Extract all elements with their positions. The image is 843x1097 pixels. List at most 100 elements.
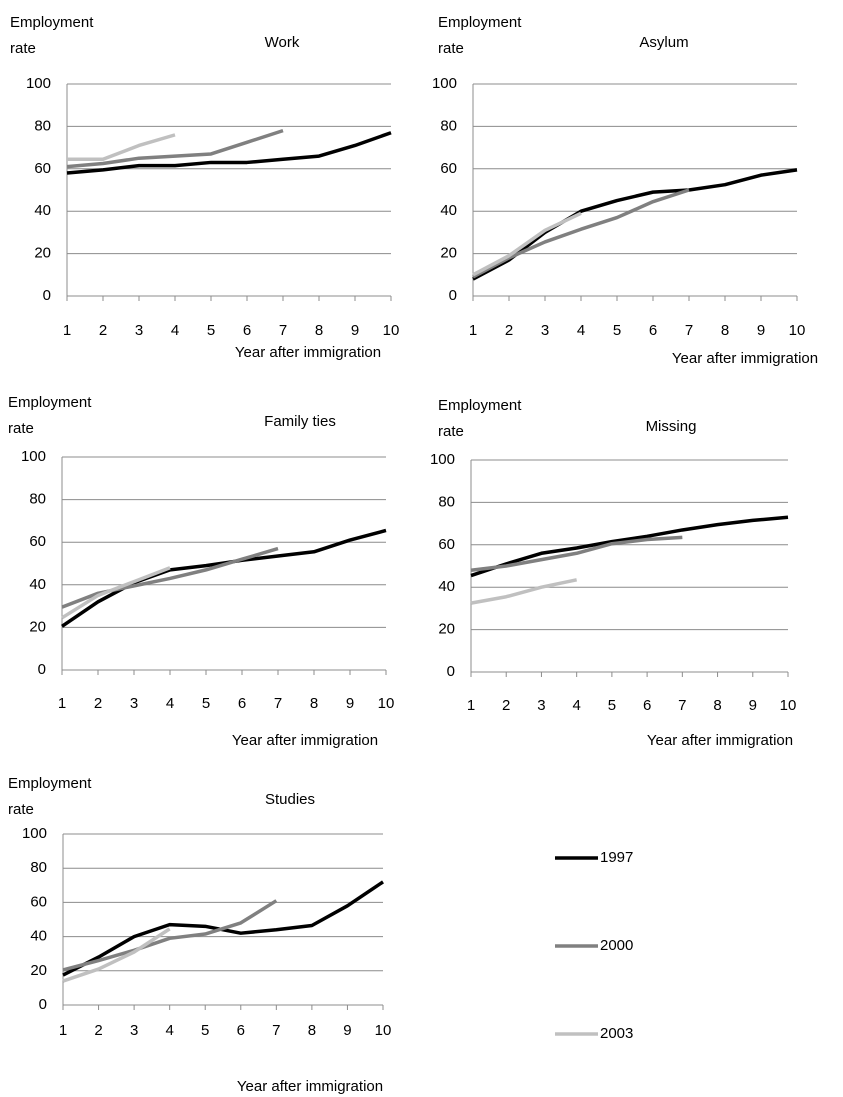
x-tick-label: 10	[789, 322, 806, 339]
x-tick-label: 5	[613, 322, 621, 339]
legend-label: 2003	[600, 1025, 633, 1042]
series-line	[470, 578, 578, 605]
y-tick-label: 20	[29, 618, 46, 635]
x-tick-label: 6	[237, 1022, 245, 1039]
x-tick-label: 4	[171, 322, 179, 339]
x-axis-label: Year after immigration	[232, 732, 378, 749]
x-tick-label: 10	[780, 697, 797, 714]
y-tick-label: 100	[430, 451, 455, 468]
x-tick-label: 6	[643, 697, 651, 714]
x-tick-label: 2	[99, 322, 107, 339]
y-tick-label: 60	[29, 533, 46, 550]
x-tick-label: 6	[243, 322, 251, 339]
chart-title: Family ties	[264, 413, 336, 430]
x-tick-label: 3	[537, 697, 545, 714]
x-axis-label: Year after immigration	[672, 350, 818, 367]
series-line	[61, 528, 387, 628]
x-tick-label: 5	[201, 1022, 209, 1039]
x-tick-label: 3	[130, 1022, 138, 1039]
y-tick-label: 80	[34, 117, 51, 134]
chart-title: Missing	[646, 418, 697, 435]
x-tick-label: 2	[505, 322, 513, 339]
x-tick-label: 8	[308, 1022, 316, 1039]
y-tick-label: 20	[438, 621, 455, 638]
series-line	[66, 131, 392, 175]
x-tick-label: 9	[757, 322, 765, 339]
y-axis-label: Employment rate	[8, 394, 92, 437]
y-tick-label: 60	[34, 160, 51, 177]
x-tick-label: 5	[608, 697, 616, 714]
x-tick-label: 5	[202, 695, 210, 712]
x-tick-label: 2	[502, 697, 510, 714]
x-tick-label: 1	[58, 695, 66, 712]
x-tick-label: 9	[346, 695, 354, 712]
x-tick-label: 10	[375, 1022, 392, 1039]
x-tick-label: 6	[649, 322, 657, 339]
y-tick-label: 80	[438, 493, 455, 510]
x-tick-label: 4	[166, 695, 174, 712]
x-tick-label: 5	[207, 322, 215, 339]
y-tick-label: 100	[432, 75, 457, 92]
y-tick-label: 40	[34, 202, 51, 219]
x-tick-label: 6	[238, 695, 246, 712]
legend-label: 2000	[600, 937, 633, 954]
x-tick-label: 7	[685, 322, 693, 339]
x-tick-label: 2	[94, 695, 102, 712]
y-tick-label: 100	[26, 75, 51, 92]
x-axis-label: Year after immigration	[647, 732, 793, 749]
y-tick-label: 40	[438, 578, 455, 595]
x-tick-label: 9	[351, 322, 359, 339]
x-tick-label: 9	[749, 697, 757, 714]
x-tick-label: 7	[279, 322, 287, 339]
y-tick-label: 40	[440, 202, 457, 219]
x-tick-label: 9	[343, 1022, 351, 1039]
y-tick-label: 0	[38, 661, 46, 678]
chart-title: Studies	[265, 791, 315, 808]
x-tick-label: 10	[383, 322, 400, 339]
x-tick-label: 1	[469, 322, 477, 339]
x-tick-label: 1	[63, 322, 71, 339]
x-tick-label: 4	[572, 697, 580, 714]
series-line	[66, 128, 284, 169]
x-tick-label: 3	[130, 695, 138, 712]
y-tick-label: 0	[447, 663, 455, 680]
chart-title: Asylum	[639, 34, 688, 51]
series-line	[470, 515, 789, 578]
x-tick-label: 8	[713, 697, 721, 714]
y-tick-label: 0	[449, 287, 457, 304]
y-tick-label: 100	[21, 448, 46, 465]
x-axis-label: Year after immigration	[237, 1078, 383, 1095]
x-tick-label: 8	[721, 322, 729, 339]
y-tick-label: 60	[438, 536, 455, 553]
series-line	[62, 927, 171, 983]
series-line	[67, 133, 176, 162]
x-tick-label: 3	[135, 322, 143, 339]
x-tick-label: 8	[315, 322, 323, 339]
y-tick-label: 20	[34, 245, 51, 262]
series-line	[472, 168, 798, 281]
y-tick-label: 80	[30, 859, 47, 876]
x-tick-label: 7	[272, 1022, 280, 1039]
y-tick-label: 40	[29, 576, 46, 593]
series-line	[62, 899, 278, 972]
y-tick-label: 80	[440, 117, 457, 134]
legend-label: 1997	[600, 849, 633, 866]
x-tick-label: 3	[541, 322, 549, 339]
y-tick-label: 60	[440, 160, 457, 177]
x-tick-label: 7	[274, 695, 282, 712]
x-tick-label: 1	[467, 697, 475, 714]
x-tick-label: 1	[59, 1022, 67, 1039]
chart-title: Work	[265, 34, 300, 51]
y-tick-label: 80	[29, 491, 46, 508]
y-tick-label: 60	[30, 893, 47, 910]
y-tick-label: 0	[43, 287, 51, 304]
series-line	[470, 535, 683, 572]
y-axis-label: Employment rate	[438, 397, 522, 440]
y-tick-label: 100	[22, 825, 47, 842]
y-axis-label: Employment rate	[438, 14, 522, 57]
x-tick-label: 4	[165, 1022, 173, 1039]
y-tick-label: 0	[39, 996, 47, 1013]
y-tick-label: 20	[30, 962, 47, 979]
